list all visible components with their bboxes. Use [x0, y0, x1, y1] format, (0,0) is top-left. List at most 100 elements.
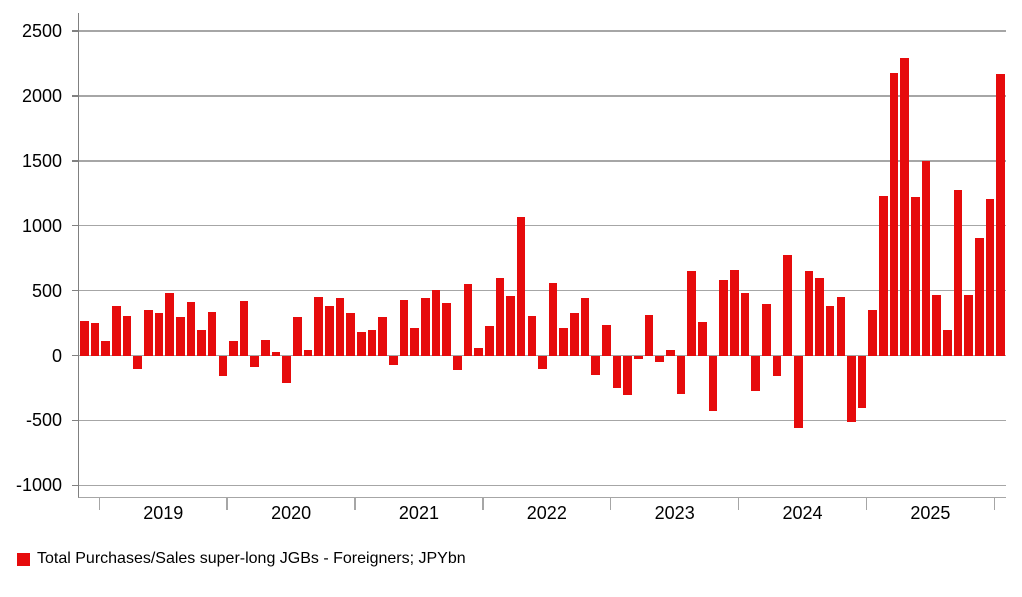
x-axis-tick	[226, 498, 228, 510]
bar-82	[943, 330, 952, 356]
bar-20	[282, 355, 292, 383]
x-axis-tick	[354, 498, 356, 510]
bar-77	[889, 72, 899, 356]
bar-75	[868, 310, 878, 356]
bar-72	[836, 296, 846, 356]
bar-13	[207, 312, 217, 356]
bar-21	[293, 317, 302, 356]
y-axis-label-2500: 2500	[21, 21, 62, 42]
y-axis-tick	[72, 95, 78, 97]
gridline--500	[79, 419, 1006, 422]
bar-3	[101, 340, 110, 356]
bar-59	[698, 322, 707, 356]
y-axis-label-0: 0	[51, 345, 62, 366]
bar-42	[516, 216, 526, 356]
bar-1	[80, 321, 89, 356]
bar-37	[463, 283, 473, 356]
bar-40	[495, 277, 505, 356]
bar-7	[143, 310, 153, 356]
x-axis-tick	[865, 498, 868, 510]
bar-74	[857, 355, 867, 409]
bar-73	[847, 355, 856, 422]
bar-30	[389, 355, 398, 366]
y-axis-label-1500: 1500	[21, 150, 62, 171]
bar-19	[271, 351, 281, 356]
y-axis-tick	[72, 484, 78, 486]
bar-69	[804, 271, 814, 356]
x-axis-tick	[993, 498, 996, 510]
bar-57	[676, 355, 686, 394]
bar-5	[122, 315, 132, 356]
bar-54	[644, 314, 654, 356]
bar-43	[527, 315, 537, 356]
legend-label: Total Purchases/Sales super-long JGBs - …	[37, 550, 466, 567]
bar-15	[229, 340, 238, 356]
gridline-1000	[79, 225, 1006, 227]
bar-86	[985, 198, 995, 356]
bar-68	[793, 355, 803, 428]
y-axis-tick	[72, 225, 78, 227]
bar-62	[729, 269, 739, 356]
bar-24	[325, 306, 334, 356]
gridline-2000	[79, 95, 1006, 97]
bar-18	[261, 339, 270, 356]
gridline-500	[79, 289, 1006, 292]
legend: Total Purchases/Sales super-long JGBs - …	[17, 550, 466, 568]
gridline--1000	[79, 484, 1006, 486]
y-axis-tick	[72, 160, 78, 162]
bar-67	[783, 255, 792, 356]
y-axis-tick	[72, 354, 78, 357]
bar-29	[378, 316, 387, 356]
bar-50	[602, 325, 611, 356]
y-axis-tick	[72, 30, 78, 32]
bar-36	[452, 355, 462, 371]
x-axis-year-label-2019: 2019	[143, 503, 184, 523]
y-axis-tick	[72, 289, 78, 292]
x-axis-tick	[737, 498, 740, 510]
bar-76	[879, 195, 888, 356]
bar-71	[825, 306, 835, 356]
bar-65	[761, 304, 771, 356]
bar-56	[666, 350, 675, 356]
bar-23	[314, 296, 324, 356]
bar-6	[133, 355, 142, 369]
gridline-2500	[79, 30, 1006, 32]
bar-16	[239, 301, 249, 356]
x-axis-year-label-2021: 2021	[398, 503, 439, 523]
bar-78	[900, 58, 910, 356]
bar-48	[580, 298, 590, 356]
bar-52	[623, 355, 633, 396]
bar-87	[996, 73, 1005, 356]
bar-33	[420, 298, 430, 356]
legend-swatch-icon	[17, 552, 30, 566]
x-axis-year-label-2023: 2023	[654, 503, 695, 523]
bar-32	[410, 327, 419, 356]
bar-31	[399, 299, 409, 356]
bar-55	[655, 355, 665, 363]
bar-35	[442, 303, 451, 356]
bar-66	[772, 355, 782, 376]
x-axis-tick	[482, 498, 484, 510]
bar-51	[612, 355, 622, 388]
bar-26	[346, 312, 356, 356]
bar-9	[165, 293, 174, 356]
x-axis-year-label-2020: 2020	[271, 503, 312, 523]
bar-38	[474, 348, 483, 356]
bar-34	[431, 290, 441, 356]
bar-63	[740, 293, 750, 356]
y-axis-label--1000: -1000	[15, 475, 62, 496]
bar-11	[186, 302, 196, 356]
bar-28	[367, 330, 377, 356]
y-axis-label-500: 500	[31, 280, 62, 301]
bar-49	[591, 355, 601, 376]
bar-85	[975, 238, 984, 356]
bar-45	[548, 282, 558, 356]
bar-8	[154, 312, 164, 356]
plot-area	[78, 13, 1006, 498]
y-axis-label--500: -500	[25, 410, 62, 431]
bar-27	[357, 332, 366, 356]
bar-4	[111, 306, 121, 356]
x-axis-tick	[610, 498, 612, 510]
bar-39	[484, 325, 494, 356]
